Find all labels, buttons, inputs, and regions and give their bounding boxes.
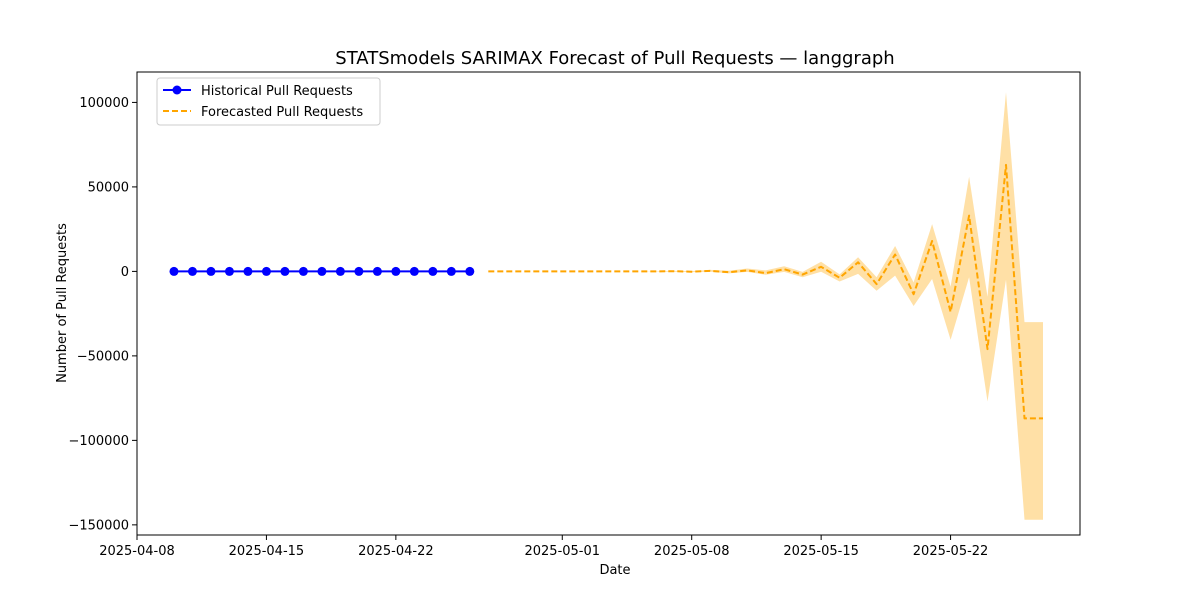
legend-box [156, 77, 381, 126]
historical-data-point [335, 266, 345, 276]
historical-data-point [372, 266, 382, 276]
plot-frame [136, 71, 1081, 536]
legend-historical-marker [172, 85, 182, 95]
historical-data-point [169, 266, 179, 276]
legend-historical-label: Historical Pull Requests [201, 84, 353, 99]
forecast-series-line [488, 163, 1043, 420]
x-tick-label: 2025-05-15 [783, 544, 859, 559]
x-tick-label: 2025-04-15 [229, 544, 305, 559]
y-axis-label: Number of Pull Requests [55, 223, 70, 383]
y-tick-label: 50000 [88, 180, 129, 195]
historical-data-point [187, 266, 197, 276]
x-axis-label: Date [599, 563, 630, 578]
historical-data-point [224, 266, 234, 276]
historical-data-point [446, 266, 456, 276]
legend-forecast-label: Forecasted Pull Requests [201, 105, 363, 120]
y-tick-label: −100000 [68, 434, 129, 449]
historical-data-point [391, 266, 401, 276]
historical-data-point [243, 266, 253, 276]
x-tick-label: 2025-05-22 [913, 544, 989, 559]
x-tick-label: 2025-05-08 [654, 544, 730, 559]
historical-data-point [409, 266, 419, 276]
historical-data-point [428, 266, 438, 276]
y-axis: 100000 50000 0 −50000 −100000 −150000 [68, 96, 137, 533]
historical-data-point [298, 266, 308, 276]
y-tick-label: −50000 [77, 349, 129, 364]
historical-data-point [261, 266, 271, 276]
y-tick-label: −150000 [68, 518, 129, 533]
x-tick-label: 2025-04-08 [99, 544, 175, 559]
series-line-layer [169, 163, 1043, 420]
historical-data-point [354, 266, 364, 276]
y-tick-label: 0 [121, 265, 129, 280]
x-axis: 2025-04-08 2025-04-15 2025-04-22 2025-05-01… [99, 535, 988, 559]
y-tick-label: 100000 [79, 96, 129, 111]
x-tick-label: 2025-04-22 [358, 544, 434, 559]
chart-title: STATSmodels SARIMAX Forecast of Pull Req… [335, 48, 894, 69]
historical-data-point [206, 266, 216, 276]
x-tick-label: 2025-05-01 [524, 544, 600, 559]
historical-data-point [317, 266, 327, 276]
historical-data-point [280, 266, 290, 276]
historical-data-point [465, 266, 475, 276]
legend: Historical Pull Requests Forecasted Pull… [156, 77, 381, 126]
